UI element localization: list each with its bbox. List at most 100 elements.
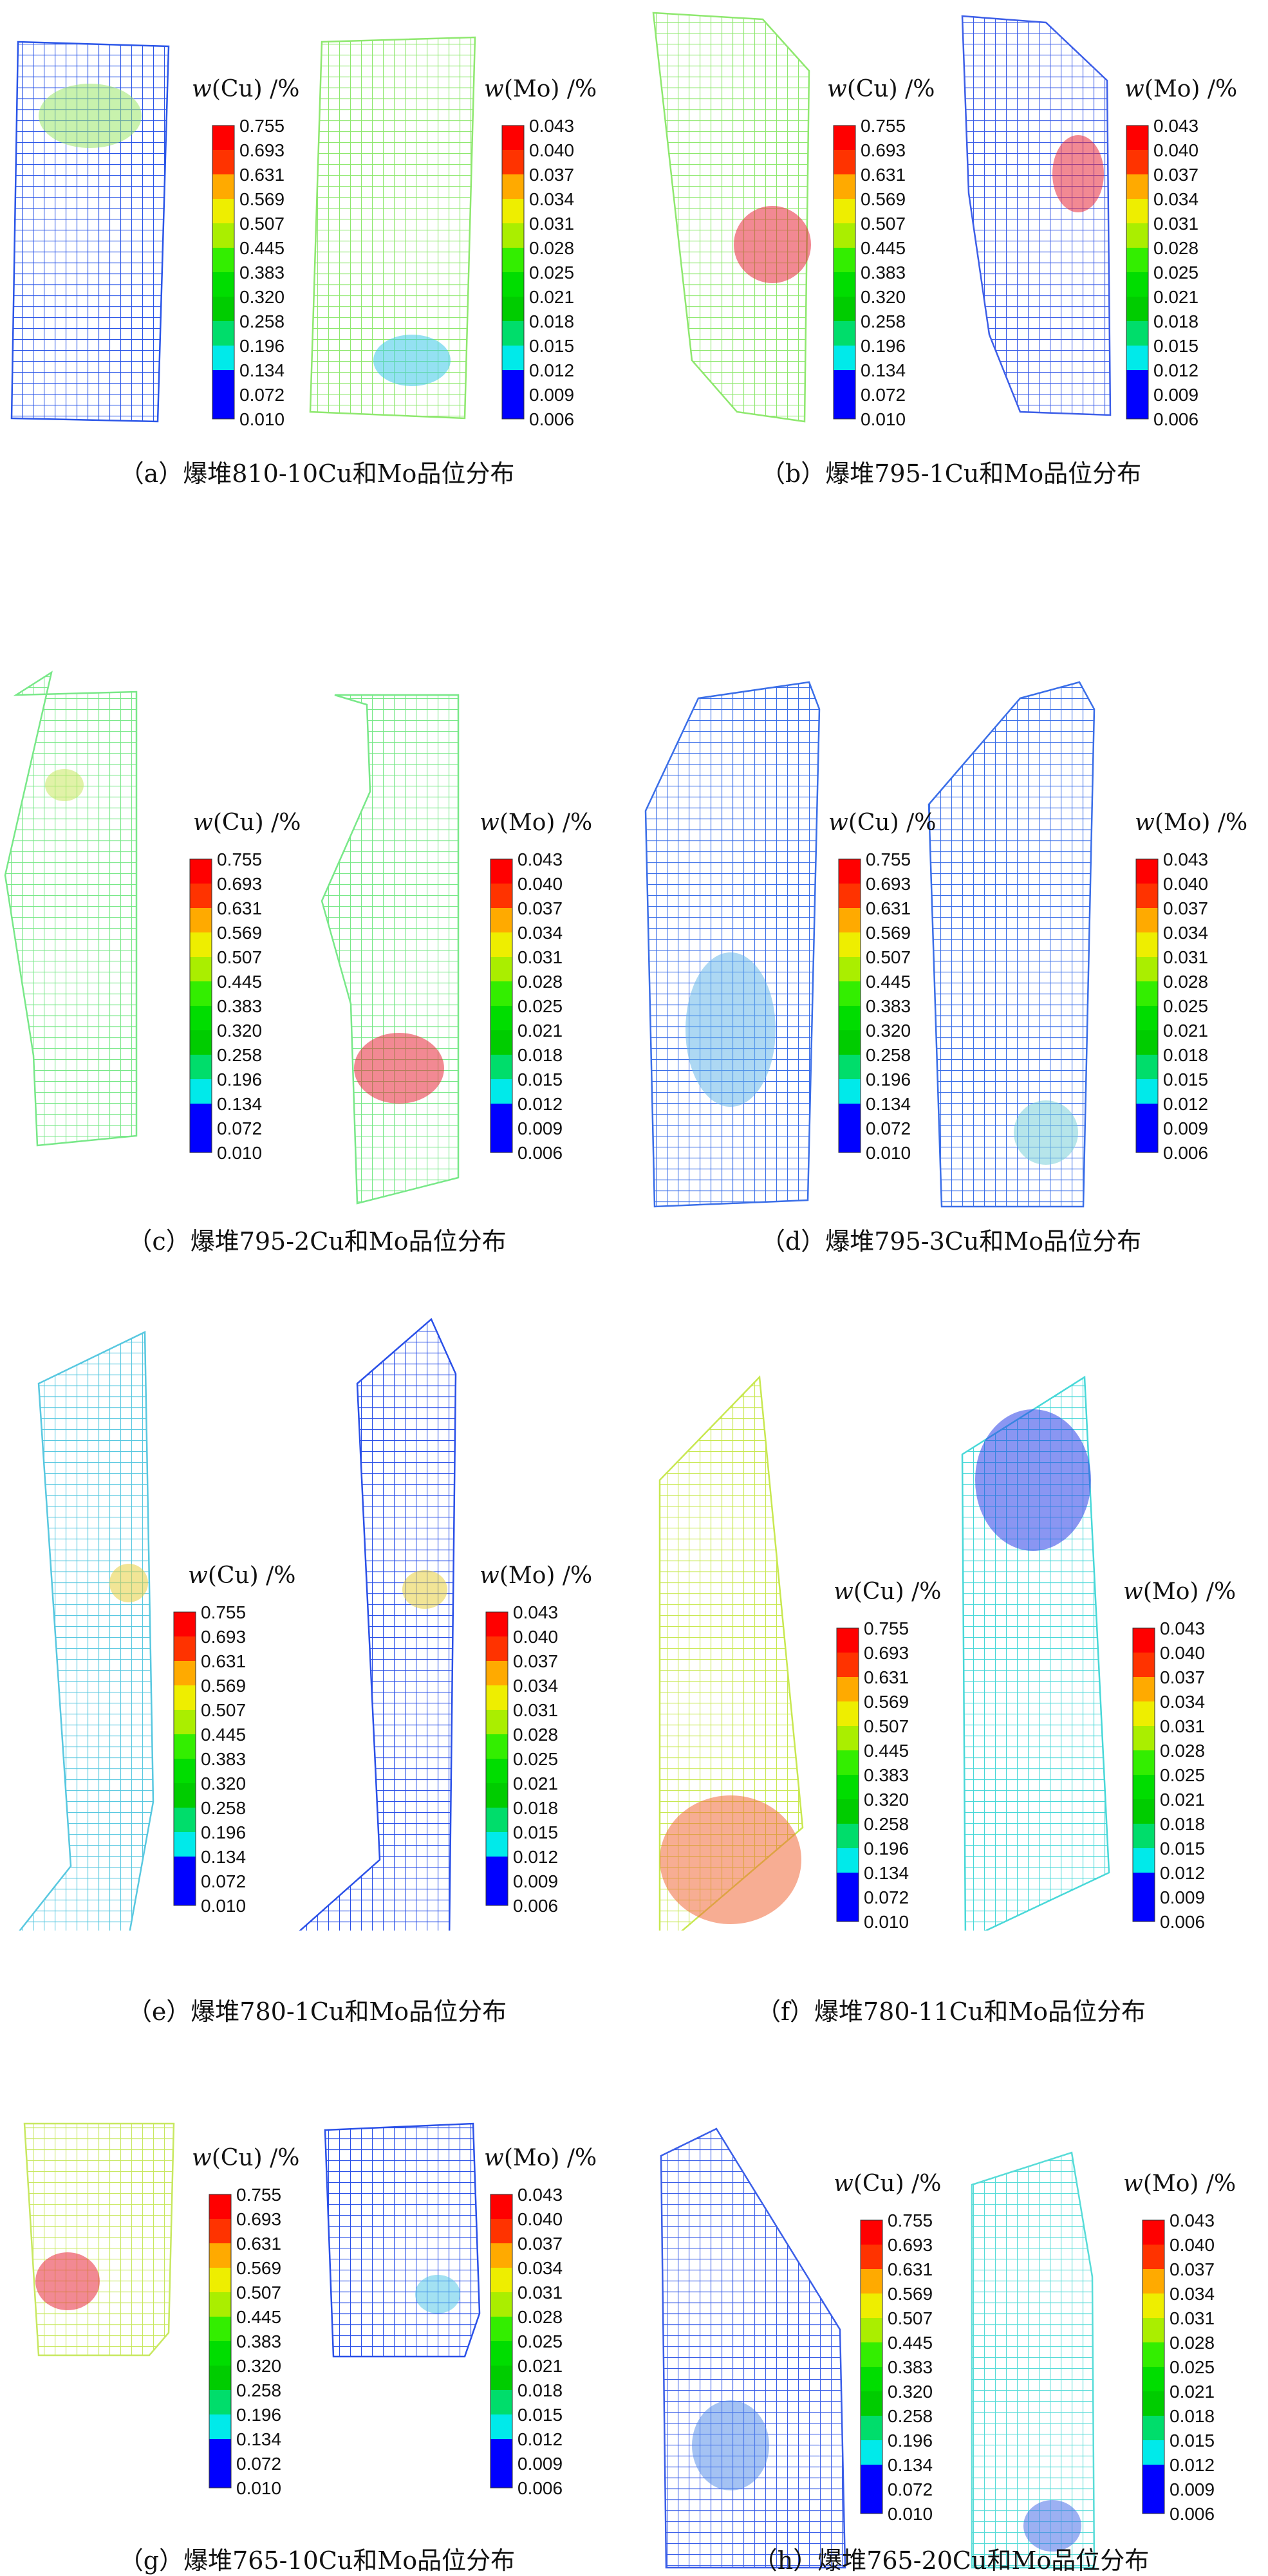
cu-legend-swatch: [834, 248, 855, 272]
cu-legend-swatch: [209, 2194, 231, 2219]
mo-legend-tick: 0.021: [1160, 1790, 1205, 1810]
mo-legend-tick: 0.040: [517, 2209, 563, 2229]
cu-legend-tick: 0.383: [864, 1765, 909, 1785]
cu-legend-frame: [836, 1627, 859, 1922]
mo-legend-swatch: [490, 2243, 512, 2268]
mo-legend-frame: [1135, 858, 1159, 1153]
mo-legend-tick: 0.018: [517, 1045, 563, 1065]
mo-legend-tick: 0.009: [1160, 1887, 1205, 1907]
mo-legend-frame: [490, 2194, 513, 2488]
panel-h-mo-legend: 0.043 0.040 0.037 0.034 0.031 0.028 0.025 0.021…: [1142, 2210, 1215, 2524]
mo-legend-tick: 0.009: [517, 2454, 563, 2474]
cu-legend-swatch: [837, 1750, 859, 1775]
cu-legend-swatch: [861, 2367, 882, 2391]
mo-legend-tick: 0.009: [1153, 385, 1198, 405]
mo-legend-swatch: [1133, 1873, 1155, 1897]
mo-legend-tick: 0.034: [1170, 2284, 1215, 2304]
mo-legend-tick: 0.015: [529, 336, 574, 356]
mo-legend-swatch: [490, 1079, 512, 1104]
mo-legend-tick: 0.031: [1163, 947, 1208, 967]
cu-legend-tick: 0.507: [866, 947, 911, 967]
cu-legend-tick: 0.569: [236, 2258, 281, 2278]
mo-legend-swatch: [1126, 394, 1148, 419]
cu-legend-tick: 0.755: [888, 2210, 933, 2230]
panel-h-maps: w(Cu) /% w(Mo) /% 0.7550.6930.6310.5690.…: [660, 2127, 1236, 2569]
cu-legend-swatch: [209, 2366, 231, 2390]
mo-legend-swatch: [486, 1783, 508, 1808]
panel-d-cu-block: [644, 681, 821, 1208]
mo-legend-swatch: [1136, 1030, 1158, 1055]
panel-f: w(Cu) /% w(Mo) /% 0.755 0.693 0.631 0.569 0.…: [634, 1287, 1268, 2026]
cu-legend-tick: 0.755: [861, 116, 906, 136]
mo-legend-swatch: [1126, 125, 1148, 150]
panel-h-caption: （h）爆堆765-20Cu和Mo品位分布: [752, 2546, 1150, 2575]
cu-legend-tick: 0.755: [866, 849, 911, 869]
cu-legend-tick: 0.569: [864, 1692, 909, 1712]
cu-legend-swatch: [190, 1104, 212, 1128]
mo-legend-swatch: [486, 1857, 508, 1881]
panel-b-mo-blob: [1052, 135, 1104, 212]
cu-legend-swatch: [209, 2243, 231, 2268]
panel-e-caption: （e）爆堆780-1Cu和Mo品位分布: [127, 1997, 507, 2026]
panel-a-cu-blob: [39, 84, 142, 148]
cu-legend-tick: 0.569: [861, 189, 906, 209]
cu-legend-swatch: [174, 1710, 196, 1734]
mo-legend-swatch: [1142, 2367, 1164, 2391]
mo-legend-swatch: [1126, 346, 1148, 370]
cu-legend-swatch: [209, 2341, 231, 2366]
panel-g-maps: w(Cu) /% w(Mo) /% 0.7550.6930.6310.5690.…: [23, 2122, 597, 2498]
mo-legend-tick: 0.012: [1153, 360, 1198, 380]
mo-legend-tick: 0.040: [1163, 874, 1208, 894]
cu-legend-swatch: [212, 370, 234, 394]
cu-legend-tick: 0.134: [201, 1847, 246, 1867]
mo-legend-tick: 0.037: [517, 2234, 563, 2254]
cu-legend-tick: 0.693: [888, 2235, 933, 2255]
cu-legend-swatch: [212, 223, 234, 248]
mo-legend-tick: 0.037: [1163, 898, 1208, 918]
cu-legend-swatch: [212, 272, 234, 297]
cu-legend-tick: 0.010: [239, 409, 284, 429]
mo-legend-tick: 0.040: [1170, 2235, 1215, 2255]
cu-legend-swatch: [190, 1030, 212, 1055]
cu-legend-tick: 0.631: [239, 165, 284, 185]
mo-legend-swatch: [490, 2366, 512, 2390]
cu-legend-frame: [833, 125, 856, 420]
mo-legend-swatch: [502, 125, 524, 150]
panel-a-caption: （a）爆堆810-10Cu和Mo品位分布: [119, 459, 515, 488]
mo-legend-tick: 0.037: [1160, 1667, 1205, 1687]
cu-legend-tick: 0.072: [861, 385, 906, 405]
cu-legend-swatch: [190, 1128, 212, 1153]
cu-legend-swatch: [174, 1857, 196, 1881]
mo-legend-tick: 0.034: [1160, 1692, 1205, 1712]
mo-legend-swatch: [502, 297, 524, 321]
panel-b-cu-blob: [734, 206, 811, 283]
mo-legend-swatch: [1136, 1128, 1158, 1153]
cu-legend-tick: 0.693: [236, 2209, 281, 2229]
cu-legend-swatch: [174, 1808, 196, 1832]
mo-legend-tick: 0.043: [1163, 849, 1208, 869]
mo-legend-swatch: [490, 1055, 512, 1079]
mo-legend-swatch: [490, 1104, 512, 1128]
mo-legend-tick: 0.015: [1163, 1070, 1208, 1089]
mo-legend-swatch: [1133, 1677, 1155, 1701]
cu-legend-swatch: [190, 1006, 212, 1030]
mo-legend-tick: 0.043: [1153, 116, 1198, 136]
mo-legend-tick: 0.037: [1153, 165, 1198, 185]
cu-legend-tick: 0.383: [217, 996, 262, 1016]
cu-legend-swatch: [837, 1799, 859, 1824]
panel-b-caption: （b）爆堆795-1Cu和Mo品位分布: [760, 459, 1142, 488]
mo-legend-swatch: [486, 1661, 508, 1685]
cu-legend-tick: 0.383: [861, 263, 906, 283]
cu-legend-tick: 0.258: [236, 2380, 281, 2400]
cu-legend-swatch: [861, 2416, 882, 2440]
mo-legend-tick: 0.006: [1163, 1143, 1208, 1163]
cu-legend-tick: 0.693: [201, 1627, 246, 1647]
cu-legend-tick: 0.631: [236, 2234, 281, 2254]
mo-legend-tick: 0.025: [529, 263, 574, 283]
mo-legend-tick: 0.015: [1153, 336, 1198, 356]
cu-legend-swatch: [839, 884, 861, 908]
cu-legend-swatch: [212, 297, 234, 321]
panel-f-caption: （f）爆堆780-11Cu和Mo品位分布: [756, 1997, 1146, 2026]
mo-legend-swatch: [502, 223, 524, 248]
cu-legend-frame: [173, 1611, 196, 1906]
